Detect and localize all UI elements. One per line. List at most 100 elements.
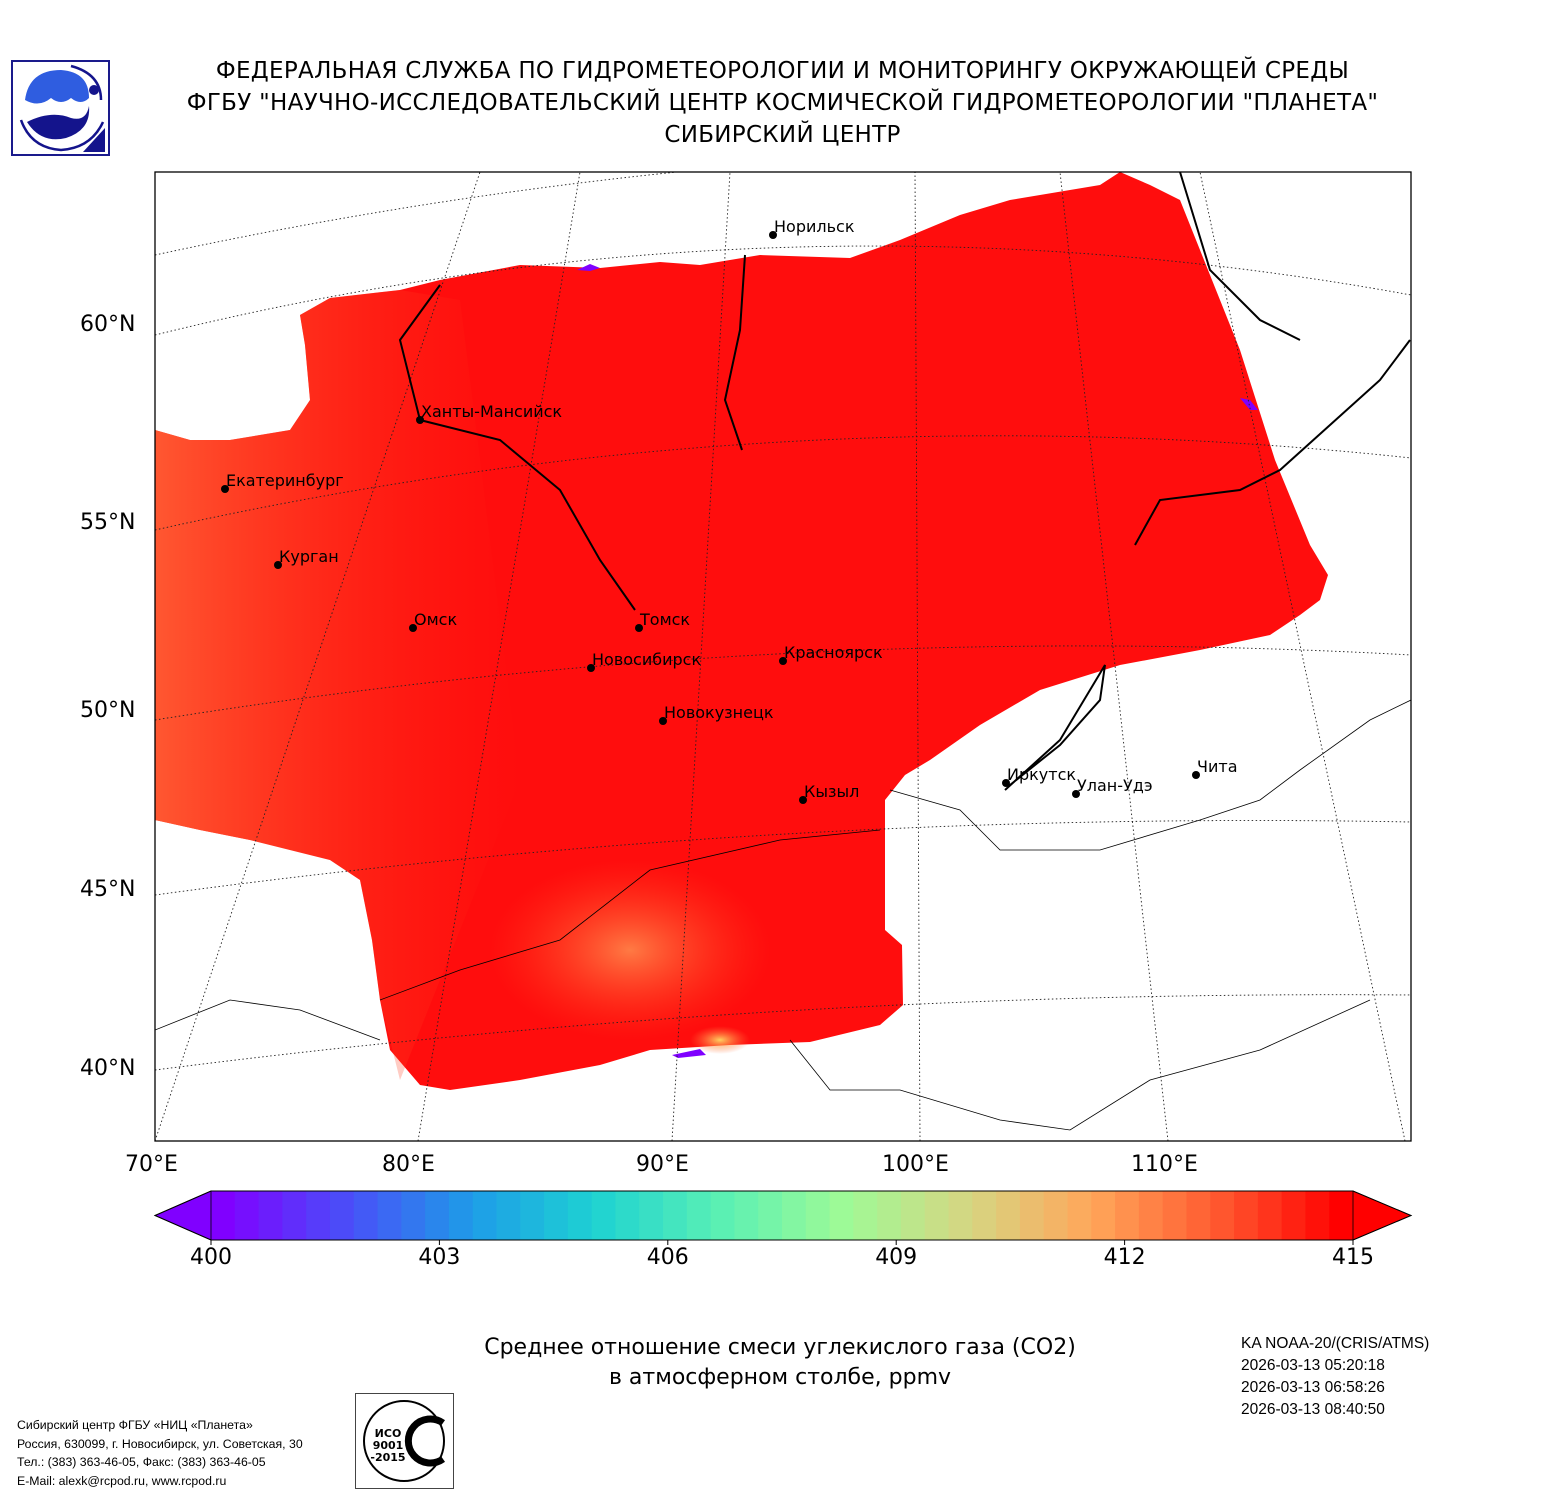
latitude-label: 60°N: [80, 312, 136, 337]
colorbar-segment: [329, 1191, 355, 1240]
colorbar-segment: [1115, 1191, 1140, 1240]
latitude-label: 45°N: [80, 877, 136, 902]
city-dot: [1072, 790, 1080, 798]
colorbar-segment: [758, 1191, 783, 1240]
colorbar-tick-label: 415: [1332, 1245, 1374, 1270]
co2-anomaly-south: [490, 860, 770, 1040]
longitude-label: 100°E: [882, 1152, 949, 1177]
colorbar-segment: [282, 1191, 307, 1240]
colorbar-segment: [1234, 1191, 1259, 1240]
city-dot: [659, 717, 667, 725]
low-value-patch: [577, 264, 600, 271]
city-label: Ханты-Мансийск: [421, 402, 563, 421]
latitude-label: 55°N: [80, 510, 136, 535]
colorbar-tick-label: 412: [1103, 1245, 1146, 1270]
colorbar-segment: [639, 1191, 664, 1240]
colorbar-segment: [258, 1191, 283, 1240]
pass-time: 2026-03-13 05:20:18: [1241, 1357, 1385, 1374]
city-dot: [635, 624, 643, 632]
colorbar-segment: [496, 1191, 521, 1240]
latitude-label: 50°N: [80, 698, 136, 723]
colorbar-segment: [686, 1191, 712, 1240]
colorbar-tick-label: 400: [190, 1245, 232, 1270]
address-line: Тел.: (383) 363-46-05, Факс: (383) 363-4…: [17, 1455, 266, 1469]
header-center: СИБИРСКИЙ ЦЕНТР: [664, 122, 901, 148]
city-label: Улан-Удэ: [1077, 776, 1153, 795]
colorbar-segment: [1138, 1191, 1164, 1240]
city-label: Омск: [414, 610, 458, 629]
colorbar-segment: [805, 1191, 831, 1240]
colorbar-segment: [948, 1191, 973, 1240]
colorbar-segment: [544, 1191, 569, 1240]
city-label: Иркутск: [1007, 765, 1077, 784]
longitude-label: 90°E: [636, 1152, 689, 1177]
city-label: Чита: [1197, 757, 1238, 776]
co2-swath-west-lower: [155, 290, 520, 1080]
city-dot: [769, 231, 777, 239]
colorbar-segment: [211, 1191, 236, 1240]
city-label: Курган: [279, 547, 339, 566]
contact-address: Сибирский центр ФГБУ «НИЦ «Планета» Росс…: [17, 1416, 303, 1490]
city-dot: [799, 796, 807, 804]
colorbar-segment: [520, 1191, 545, 1240]
longitude-label: 70°E: [125, 1152, 178, 1177]
city-markers: [221, 231, 1200, 804]
colorbar-segment: [829, 1191, 854, 1240]
graticule: [155, 172, 1411, 1141]
colorbar-segment: [1186, 1191, 1211, 1240]
header-institute: ФГБУ "НАУЧНО-ИССЛЕДОВАТЕЛЬСКИЙ ЦЕНТР КОС…: [186, 90, 1379, 116]
satellite-name: KA NOAA-20/(CRIS/ATMS): [1241, 1335, 1430, 1352]
colorbar-tick-label: 403: [418, 1245, 461, 1270]
co2-low-spot: [690, 1026, 750, 1054]
city-dot: [587, 664, 595, 672]
city-dot: [221, 485, 229, 493]
city-label: Томск: [640, 610, 691, 629]
low-value-patch: [672, 1049, 706, 1058]
city-label: Кызыл: [804, 782, 860, 801]
address-line: E-Mail: alexk@rcpod.ru, www.rcpod.ru: [17, 1473, 227, 1488]
svg-text:-2015: -2015: [370, 1451, 405, 1464]
pass-time: 2026-03-13 08:40:50: [1241, 1401, 1385, 1418]
colorbar-segment: [591, 1191, 617, 1240]
colorbar-segment: [1305, 1191, 1330, 1240]
longitude-label: 110°E: [1131, 1152, 1198, 1177]
borders: [155, 699, 1411, 1131]
satellite-info: KA NOAA-20/(CRIS/ATMS) 2026-03-13 05:20:…: [1241, 1333, 1429, 1421]
colorbar-max-extend: [1352, 1190, 1413, 1241]
colorbar: [153, 1190, 1413, 1245]
longitude-label: 80°E: [382, 1152, 435, 1177]
colorbar-segment: [425, 1191, 450, 1240]
city-label: Новокузнецк: [664, 703, 774, 722]
colorbar-segment: [972, 1191, 997, 1240]
pass-time: 2026-03-13 06:58:26: [1241, 1379, 1385, 1396]
city-label: Норильск: [774, 217, 855, 236]
colorbar-segment: [472, 1191, 498, 1240]
city-dot: [779, 657, 787, 665]
colorbar-segment: [448, 1191, 474, 1240]
city-label: Красноярск: [784, 643, 883, 662]
colorbar-segment: [1257, 1191, 1283, 1240]
colorbar-segment: [900, 1191, 926, 1240]
coastlines-rivers: [398, 172, 1411, 791]
colorbar-segment: [1091, 1191, 1116, 1240]
colorbar-segment: [377, 1191, 402, 1240]
city-label: Новосибирск: [592, 650, 702, 669]
colorbar-segment: [401, 1191, 426, 1240]
map-frame: [154, 171, 1412, 1142]
colorbar-tick-label: 409: [875, 1245, 918, 1270]
colorbar-segment: [1210, 1191, 1235, 1240]
colorbar-segment: [924, 1191, 950, 1240]
colorbar-segment: [710, 1191, 736, 1240]
svg-text:9001: 9001: [373, 1439, 404, 1452]
iso-9001-logo: ИСО 9001 -2015: [355, 1393, 454, 1489]
colorbar-segment: [782, 1191, 807, 1240]
city-label: Екатеринбург: [226, 471, 344, 490]
title-line-1: Среднее отношение смеси углекислого газа…: [484, 1335, 1076, 1360]
city-dot: [1192, 771, 1200, 779]
city-dot: [416, 416, 424, 424]
colorbar-segment: [734, 1191, 759, 1240]
colorbar-segment: [1019, 1191, 1045, 1240]
colorbar-segment: [1329, 1191, 1354, 1240]
